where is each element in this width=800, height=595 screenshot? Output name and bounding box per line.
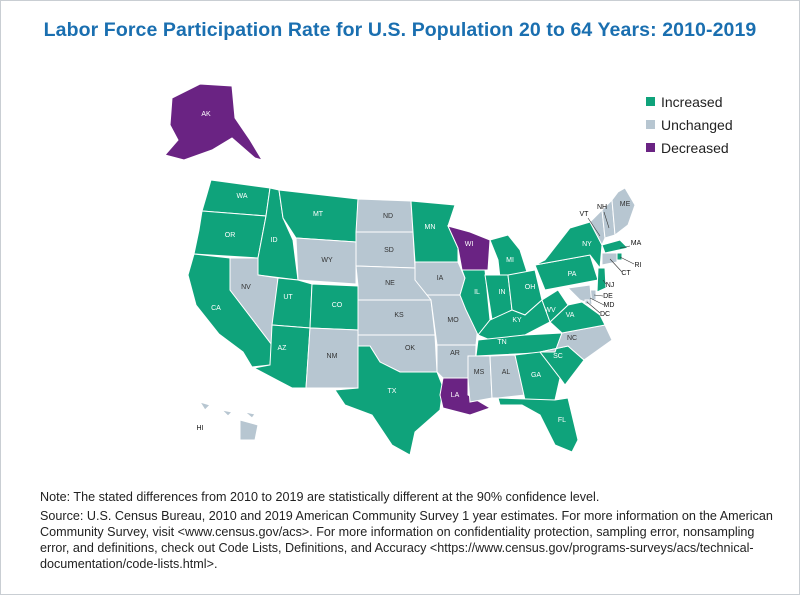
state-label-wa: WA (236, 193, 247, 200)
state-label-wy: WY (321, 257, 333, 264)
legend-label-decreased: Decreased (661, 139, 729, 156)
leader-lines (586, 211, 635, 314)
legend-item-decreased: Decreased (646, 136, 733, 159)
state-regions (164, 83, 636, 456)
state-label-ar: AR (450, 350, 460, 357)
state-label-ia: IA (437, 275, 444, 282)
legend-item-increased: Increased (646, 90, 733, 113)
state-label-fl: FL (558, 417, 566, 424)
leader-line (589, 297, 605, 306)
source-text: Source: U.S. Census Bureau, 2010 and 201… (40, 509, 773, 571)
state-label-ak: AK (201, 111, 211, 118)
swatch-unchanged (646, 120, 655, 129)
state-label-sc: SC (553, 353, 563, 360)
state-nj (596, 267, 607, 293)
state-label-ne: NE (385, 280, 395, 287)
state-label-ny: NY (582, 241, 592, 248)
state-label-va: VA (566, 312, 575, 319)
state-label-nc: NC (567, 335, 577, 342)
state-label-mt: MT (313, 211, 324, 218)
state-label-al: AL (502, 369, 511, 376)
state-label-ca: CA (211, 305, 221, 312)
state-ri (616, 252, 623, 261)
state-label-ms: MS (474, 369, 485, 376)
state-label-tn: TN (497, 339, 506, 346)
state-wv (541, 289, 569, 323)
state-label-oh: OH (525, 284, 536, 291)
state-ma (601, 239, 630, 254)
state-mn (410, 200, 459, 263)
state-label-wi: WI (465, 241, 474, 248)
leader-line (586, 301, 601, 314)
state-label-wv: WV (544, 307, 556, 314)
state-ny (534, 221, 603, 270)
state-label-md: MD (604, 302, 615, 309)
state-label-la: LA (451, 392, 460, 399)
state-label-mn: MN (425, 224, 436, 231)
state-label-nd: ND (383, 213, 393, 220)
state-label-sd: SD (384, 247, 394, 254)
swatch-decreased (646, 143, 655, 152)
state-label-dc: DC (600, 311, 610, 318)
leader-line (593, 294, 604, 297)
leader-line (603, 211, 610, 229)
state-label-ks: KS (394, 312, 404, 319)
state-label-in: IN (499, 289, 506, 296)
leader-line (602, 279, 607, 285)
state-me (611, 187, 636, 236)
leader-line (619, 256, 635, 265)
state-label-ok: OK (405, 345, 415, 352)
state-label-de: DE (603, 293, 613, 300)
state-labels: AK HI WA OR CA ID NV MT WY UT AZ CO NM ND SD NE KS OK TX MN… (197, 111, 642, 432)
state-label-ri: RI (635, 262, 642, 269)
legend-label-unchanged: Unchanged (661, 116, 733, 133)
notes: Note: The stated differences from 2010 t… (40, 489, 775, 572)
state-ms (467, 355, 493, 403)
leader-line (609, 258, 623, 273)
state-ak (164, 83, 264, 161)
state-label-nh: NH (597, 204, 607, 211)
state-label-mi: MI (506, 257, 514, 264)
state-label-id: ID (271, 237, 278, 244)
state-label-ga: GA (531, 372, 541, 379)
legend-label-increased: Increased (661, 93, 723, 110)
state-wi (447, 225, 491, 271)
state-al (489, 354, 526, 399)
state-label-ut: UT (283, 294, 293, 301)
state-label-az: AZ (278, 345, 288, 352)
state-label-hi: HI (197, 425, 204, 432)
state-tx (334, 345, 444, 456)
state-label-vt: VT (580, 211, 590, 218)
leader-line (587, 217, 601, 237)
state-label-pa: PA (568, 271, 577, 278)
state-label-co: CO (332, 302, 343, 309)
legend-item-unchanged: Unchanged (646, 113, 733, 136)
state-label-nv: NV (241, 284, 251, 291)
state-label-me: ME (620, 201, 631, 208)
state-label-or: OR (225, 232, 236, 239)
state-or (193, 210, 267, 259)
state-ct (601, 252, 618, 266)
state-wy (295, 237, 357, 285)
state-label-ct: CT (621, 270, 631, 277)
state-fl (497, 397, 579, 453)
leader-line (619, 245, 631, 249)
state-hi (198, 401, 259, 441)
state-ut (271, 277, 313, 329)
state-label-ma: MA (631, 240, 642, 247)
legend: Increased Unchanged Decreased (646, 90, 733, 159)
state-label-nj: NJ (606, 282, 615, 289)
state-label-il: IL (474, 289, 480, 296)
state-label-ky: KY (512, 317, 522, 324)
map-title: Labor Force Participation Rate for U.S. … (43, 19, 757, 41)
swatch-increased (646, 97, 655, 106)
state-label-mo: MO (447, 317, 459, 324)
state-label-nm: NM (327, 353, 338, 360)
note-text: Note: The stated differences from 2010 t… (40, 490, 600, 504)
state-label-tx: TX (388, 388, 397, 395)
